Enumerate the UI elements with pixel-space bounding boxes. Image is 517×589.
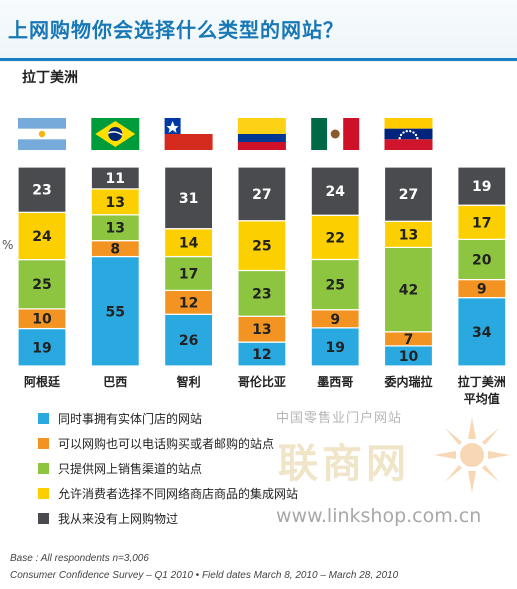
data-label: 19 [32,340,51,356]
category-label: 哥伦比亚 [238,374,286,389]
data-label: 14 [179,236,199,252]
data-label: 10 [32,312,52,328]
bar-segment [164,255,214,291]
bar-segment [164,313,214,367]
category-label: 拉丁美洲 [458,374,506,389]
bar-segment [17,166,67,213]
legend-label: 允许消费者选择不同网络商店商品的集成网站 [58,487,299,501]
region-title: 拉丁美洲 [22,70,78,86]
page-title: 上网购物你会选择什么类型的网站？ [8,18,344,42]
flag-argentina-icon [18,118,66,150]
bar-segment [457,204,507,240]
data-label: 13 [399,227,418,243]
watermark-cn-text: 中国零售业门户网站 [276,411,403,426]
data-label: 24 [32,229,52,245]
category-label: 墨西哥 [317,375,353,389]
sun-logo-icon [434,417,510,493]
data-label: 17 [472,215,491,231]
bar-segment [90,188,140,216]
bar-segment [383,246,434,333]
data-label: 11 [106,171,125,187]
legend-swatch [38,413,49,424]
data-label: 9 [477,282,487,298]
data-label: 25 [32,277,51,293]
data-label: 34 [472,325,492,341]
watermark-brand: 联商网 [278,441,410,487]
bar-segment [457,166,507,206]
data-label: 13 [106,221,125,237]
flag-venezuela-icon [384,118,433,150]
bar-segment [310,327,360,367]
bar-segment [90,166,140,190]
data-label: 17 [179,266,198,282]
data-label: 42 [399,283,418,299]
bar-segment [17,211,67,261]
legend-label: 只提供网上销售渠道的站点 [58,462,203,476]
stacked-bar-chart: 19 10 25 24 23 阿根廷 55 8 13 13 11 巴西 26 12 17 14 31 智利 12 13… [17,118,507,406]
title-divider [0,58,517,61]
footnote-base: Base : All respondents n=3,006 [10,553,149,564]
category-label: 智利 [176,374,201,389]
bar-segment [164,166,214,230]
data-label: 22 [325,230,344,246]
legend-swatch [38,463,49,474]
data-label: 25 [252,239,271,255]
data-label: 13 [252,322,271,338]
footnote-survey: Consumer Confidence Survey – Q1 2010 • F… [10,570,399,581]
bar-segment [90,255,140,367]
watermark-url: www.linkshop.com.cn [276,505,482,527]
legend-label: 可以网购也可以电话购买或者邮购的站点 [58,437,275,451]
data-label: 27 [252,187,271,203]
legend-label: 我从来没有上网购物过 [58,512,179,526]
data-label: 12 [179,295,198,311]
watermark: 中国零售业门户网站 联商网 www.linkshop.com.cn [262,405,517,540]
data-label: 19 [472,179,491,195]
flag-chile-icon [164,118,213,150]
data-label: 24 [325,184,345,200]
data-label: 27 [399,187,418,203]
bar-segment [383,166,434,222]
bar-segment [237,220,287,272]
legend-swatch [38,513,49,524]
data-label: 55 [106,304,125,320]
bar-segment [310,166,360,216]
legend-swatch [38,438,49,449]
data-label: 12 [252,347,271,363]
data-label: 13 [106,195,125,211]
data-label: 20 [472,252,492,268]
legend-label: 同时事拥有实体门店的网站 [58,412,203,426]
percent-axis-mark: % [2,238,14,252]
data-label: 9 [330,312,340,328]
category-label: 阿根廷 [24,374,61,389]
flag-mexico-icon [311,118,360,150]
data-label: 8 [110,242,120,258]
data-label: 19 [325,340,344,356]
bar-segment [310,258,360,311]
bar-segment [17,327,67,367]
data-label: 7 [404,332,414,348]
category-label: 委内瑞拉 [383,374,432,389]
flag-colombia-icon [237,118,286,150]
flag-brazil-icon [91,118,140,150]
data-label: 25 [325,278,344,294]
category-label: 巴西 [103,375,127,389]
data-label: 23 [32,183,51,199]
category-label: 平均值 [464,391,500,406]
data-label: 23 [252,286,271,302]
data-label: 26 [179,333,198,349]
title-banner: 上网购物你会选择什么类型的网站？ [0,0,517,62]
legend-swatch [38,488,49,499]
data-label: 10 [399,349,419,365]
bar-segment [237,166,287,222]
bar-segment [237,269,287,317]
data-label: 31 [179,191,198,207]
